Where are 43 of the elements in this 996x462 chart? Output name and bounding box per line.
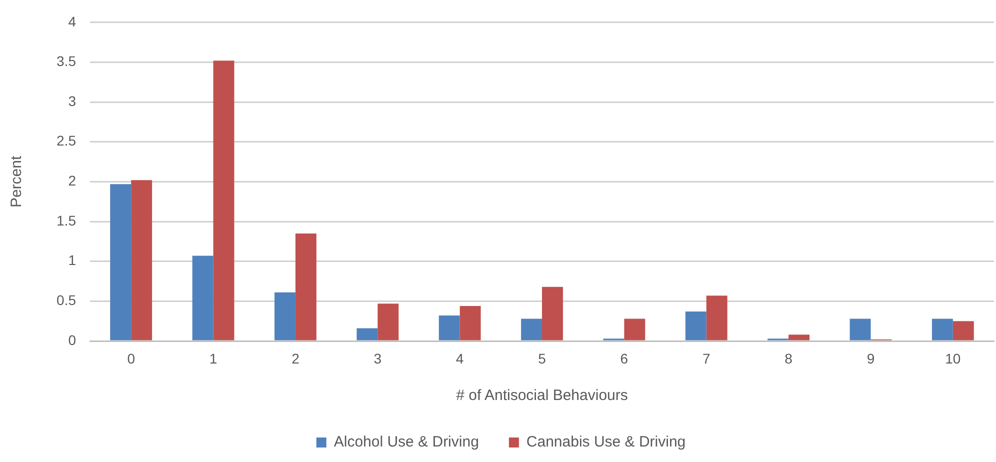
x-tick-label: 4	[456, 350, 464, 366]
bar	[542, 286, 563, 340]
y-tick-label: 4	[68, 13, 76, 30]
x-tick-label: 8	[784, 350, 793, 366]
bar	[460, 306, 481, 340]
y-tick-label: 1	[68, 252, 76, 268]
y-tick-label: 3	[68, 92, 76, 109]
bar	[378, 304, 399, 340]
bar	[952, 321, 974, 340]
x-tick-label: 10	[945, 350, 961, 366]
x-tick-label: 9	[866, 350, 875, 366]
bar	[274, 292, 296, 340]
x-tick-label: 6	[620, 350, 628, 366]
x-tick-label: 3	[374, 350, 382, 366]
bar	[788, 334, 810, 340]
bar	[213, 60, 234, 340]
bar	[624, 318, 646, 340]
y-tick-label: 0	[68, 332, 76, 348]
bar	[932, 318, 953, 340]
bar	[295, 233, 316, 340]
x-tick-label: 1	[209, 350, 218, 366]
bar	[110, 184, 132, 340]
x-tick-label: 5	[538, 350, 546, 366]
bar	[521, 318, 542, 340]
y-tick-label: 3.5	[56, 53, 76, 70]
bar	[850, 318, 871, 340]
y-axis-title: Percent	[8, 155, 26, 208]
x-axis-title: # of Antisocial Behaviours	[456, 387, 628, 404]
bar	[685, 312, 706, 340]
x-tick-label: 2	[292, 350, 300, 366]
y-tick-label: 1.5	[56, 212, 76, 228]
legend-label: Alcohol Use & Driving	[334, 434, 479, 451]
x-tick-label: 7	[702, 350, 710, 366]
y-tick-label: 0.5	[56, 292, 76, 308]
bar	[192, 256, 214, 340]
bar	[131, 180, 152, 340]
bar	[438, 316, 460, 340]
y-tick-label: 2	[68, 172, 76, 189]
bar	[356, 328, 378, 340]
bar	[706, 296, 728, 340]
legend-label: Cannabis Use & Driving	[526, 434, 686, 451]
x-tick-label: 0	[127, 350, 136, 366]
y-tick-label: 2.5	[56, 132, 76, 149]
